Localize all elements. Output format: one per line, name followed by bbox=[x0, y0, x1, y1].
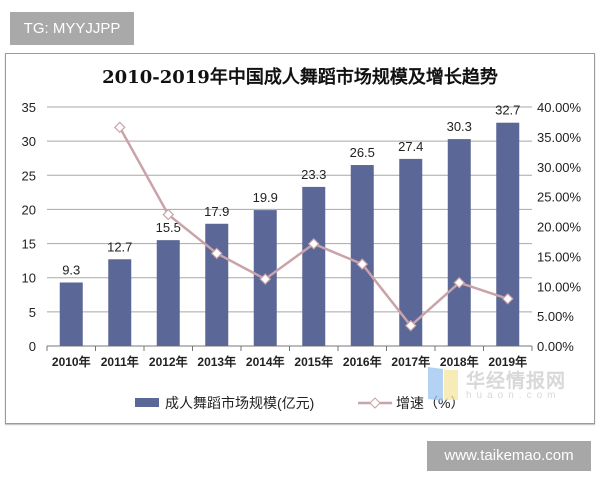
bar-data-label: 17.9 bbox=[204, 204, 229, 219]
growth-marker bbox=[162, 208, 175, 221]
bar bbox=[59, 282, 83, 346]
bar-data-label: 19.9 bbox=[253, 190, 278, 205]
left-tick-label: 35 bbox=[22, 100, 36, 115]
right-tick-label: 35.00% bbox=[537, 130, 582, 145]
x-tick-label: 2016年 bbox=[343, 354, 382, 369]
x-tick-label: 2013年 bbox=[197, 354, 236, 369]
x-tick-label: 2012年 bbox=[149, 354, 188, 369]
tg-watermark: TG: MYYJJPP bbox=[10, 12, 134, 45]
bar-data-label: 26.5 bbox=[350, 145, 375, 160]
bar bbox=[496, 122, 520, 346]
bar bbox=[399, 158, 423, 346]
left-tick-label: 20 bbox=[22, 202, 36, 217]
bar bbox=[108, 259, 132, 346]
bar bbox=[447, 139, 471, 346]
growth-marker bbox=[307, 237, 320, 250]
bar bbox=[156, 240, 180, 346]
legend-line-marker bbox=[369, 397, 381, 409]
growth-marker bbox=[210, 247, 223, 260]
bar-data-label: 9.3 bbox=[62, 262, 80, 277]
growth-marker bbox=[501, 292, 514, 305]
right-tick-label: 25.00% bbox=[537, 190, 582, 205]
x-tick-label: 2011年 bbox=[101, 354, 139, 369]
bar-data-label: 15.5 bbox=[156, 220, 181, 235]
right-tick-label: 15.00% bbox=[537, 249, 582, 264]
right-tick-label: 0.00% bbox=[537, 339, 574, 354]
growth-marker bbox=[113, 121, 126, 134]
bar bbox=[350, 165, 374, 346]
right-tick-label: 30.00% bbox=[537, 160, 582, 175]
left-tick-label: 25 bbox=[22, 168, 36, 183]
x-tick-label: 2014年 bbox=[246, 354, 285, 369]
right-tick-label: 5.00% bbox=[537, 309, 574, 324]
growth-marker bbox=[259, 273, 272, 285]
legend-bar-label: 成人舞蹈市场规模(亿元) bbox=[165, 395, 314, 411]
x-tick-label: 2018年 bbox=[440, 354, 479, 369]
bar bbox=[205, 223, 229, 346]
legend-bar-swatch bbox=[135, 398, 159, 407]
site-watermark: www.taikemao.com bbox=[427, 441, 591, 471]
x-tick-label: 2017年 bbox=[391, 354, 430, 369]
left-tick-label: 15 bbox=[22, 237, 36, 252]
huaon-logo: 华经情报网 huaon.com bbox=[428, 366, 588, 406]
growth-marker bbox=[404, 319, 417, 332]
x-tick-label: 2010年 bbox=[52, 354, 91, 369]
bar-data-label: 12.7 bbox=[107, 239, 132, 254]
x-tick-label: 2015年 bbox=[294, 354, 333, 369]
right-tick-label: 10.00% bbox=[537, 279, 582, 294]
growth-marker bbox=[356, 258, 369, 270]
chart-title: 2010-2019年中国成人舞蹈市场规模及增长趋势 bbox=[102, 66, 498, 88]
left-tick-label: 30 bbox=[22, 134, 36, 149]
growth-marker bbox=[453, 276, 466, 289]
right-tick-label: 40.00% bbox=[537, 100, 582, 115]
left-tick-label: 10 bbox=[22, 271, 36, 286]
bar bbox=[302, 186, 326, 346]
bar-data-label: 32.7 bbox=[495, 103, 520, 118]
bar-data-label: 23.3 bbox=[301, 167, 326, 182]
logo-text-en: huaon.com bbox=[466, 390, 561, 401]
left-tick-label: 0 bbox=[29, 339, 36, 354]
left-tick-label: 5 bbox=[29, 305, 36, 320]
x-tick-label: 2019年 bbox=[488, 354, 527, 369]
bar-data-label: 30.3 bbox=[447, 119, 472, 134]
right-tick-label: 20.00% bbox=[537, 220, 582, 235]
logo-text-cn: 华经情报网 bbox=[466, 371, 567, 392]
bar-data-label: 27.4 bbox=[398, 139, 423, 154]
chart-frame bbox=[5, 53, 595, 424]
